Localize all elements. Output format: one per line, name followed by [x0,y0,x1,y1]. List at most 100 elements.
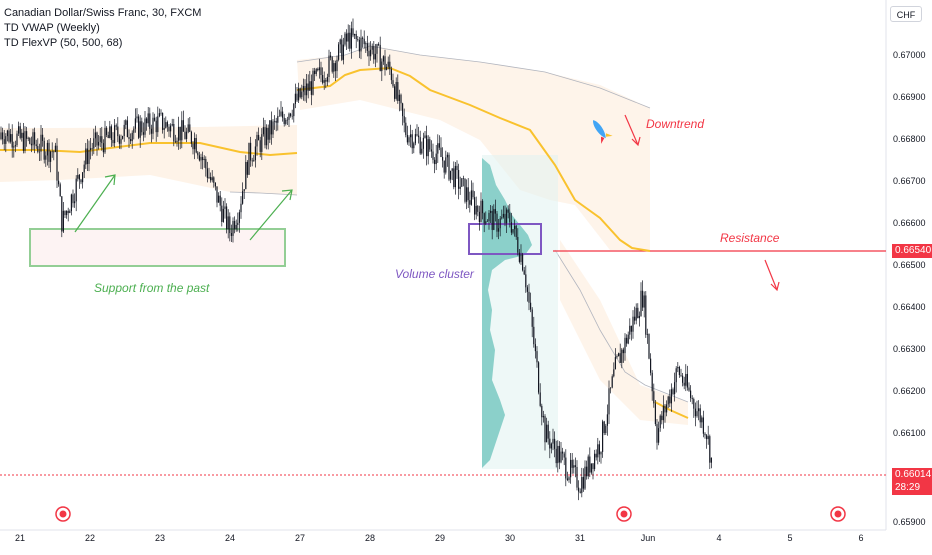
candle [11,124,13,158]
candle [6,129,8,142]
last-price-badge: 0.66014 [892,468,932,482]
candle [395,77,397,101]
candle [288,112,290,128]
candle [136,108,138,123]
candle [70,193,72,216]
candle [296,87,298,102]
candle [501,209,503,220]
x-tick-label: 24 [225,533,235,543]
candle [573,459,575,474]
x-tick-label: 28 [365,533,375,543]
candle [210,172,212,183]
indicator-flexvp-label[interactable]: TD FlexVP (50, 500, 68) [4,37,123,49]
candle [18,121,20,137]
candle [552,428,554,451]
candle [608,380,610,424]
candle [496,211,498,238]
candle [414,128,416,146]
candle [629,318,631,340]
candle [258,127,260,141]
candle [266,124,268,150]
candle [635,303,637,325]
candle [624,333,626,361]
candle [389,54,391,75]
candle [246,160,248,178]
candle [54,142,56,153]
candle [323,71,325,90]
candle [107,131,109,139]
candle [384,49,386,76]
candle [459,176,461,195]
candle [680,368,682,378]
candle [442,147,444,168]
currency-button[interactable]: CHF [890,6,922,22]
x-tick-label: Jun [641,533,656,543]
candle [37,138,39,154]
candle [290,112,292,118]
candle [216,186,218,208]
x-tick-label: 31 [575,533,585,543]
candle [122,135,124,140]
candle [669,389,671,408]
candle [302,78,304,101]
candle [357,36,359,42]
candle [536,346,538,368]
candle [698,400,700,421]
support-annotation: Support from the past [94,281,210,295]
candle [206,161,208,183]
candle [248,142,250,176]
candle [126,116,128,138]
candle [354,33,356,39]
candle [117,117,119,143]
candle [203,155,205,168]
candle [134,108,136,133]
candle [182,110,184,132]
candle [600,451,602,464]
candle [563,451,565,466]
candle [344,31,346,47]
candle [162,112,164,134]
candle [374,43,376,68]
candle [158,108,160,118]
candle [366,35,368,57]
candle [592,463,594,480]
candle [510,212,512,236]
candle [594,449,596,472]
resistance-annotation: Resistance [720,231,780,245]
candle [142,122,144,142]
candle [184,125,186,140]
candle [322,67,324,85]
candle [445,150,447,175]
candle [691,395,693,405]
downtrend-annotation: Downtrend [646,117,705,131]
candle [350,21,352,59]
candle [229,212,231,242]
candle [179,126,181,150]
candle [394,84,396,102]
candle [114,119,116,148]
candle [403,108,405,133]
vwap-upper-band [296,45,651,109]
candle [61,196,63,238]
candle [181,111,183,149]
candle [14,140,16,153]
candle [96,131,98,156]
candle [198,151,200,162]
candle [99,127,101,148]
candle [422,132,424,159]
candle [488,210,490,230]
symbol-title[interactable]: Canadian Dollar/Swiss Franc, 30, FXCM [4,7,202,19]
candle [451,168,453,181]
countdown-badge: 28:29 [892,481,932,495]
candle [352,18,354,38]
candle [22,123,24,154]
candle [0,126,2,141]
candle [243,189,245,200]
candle [658,421,660,446]
indicator-vwap-label[interactable]: TD VWAP (Weekly) [4,22,100,34]
candle [2,127,4,145]
candle [163,117,165,139]
candle [160,109,162,116]
